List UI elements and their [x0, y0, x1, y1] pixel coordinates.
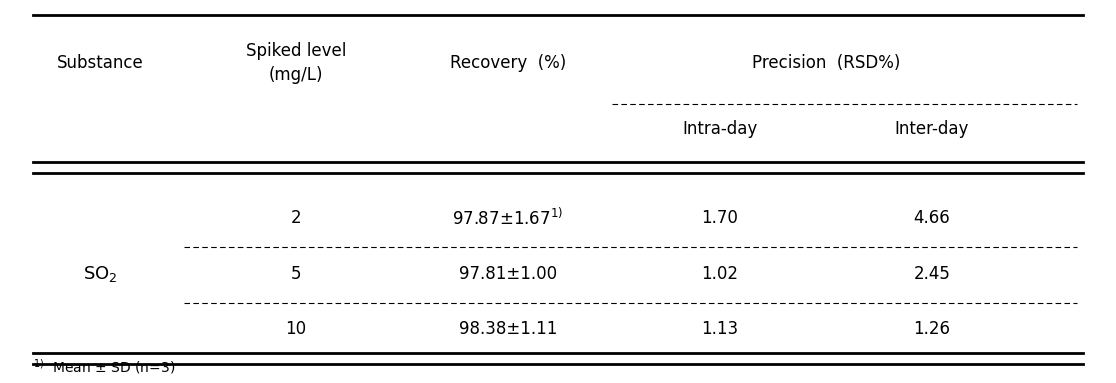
- Text: 97.81±1.00: 97.81±1.00: [459, 265, 557, 283]
- Text: Substance: Substance: [57, 54, 144, 72]
- Text: 2: 2: [290, 210, 301, 227]
- Text: 2.45: 2.45: [913, 265, 951, 283]
- Text: $^{1)}$  Mean ± SD (n=3): $^{1)}$ Mean ± SD (n=3): [33, 357, 176, 376]
- Text: 1.02: 1.02: [701, 265, 739, 283]
- Text: Intra-day: Intra-day: [682, 120, 758, 138]
- Text: SO$_2$: SO$_2$: [84, 264, 117, 284]
- Text: 97.87±1.67$^{1)}$: 97.87±1.67$^{1)}$: [452, 208, 564, 229]
- Text: 10: 10: [286, 321, 306, 338]
- Text: 4.66: 4.66: [914, 210, 950, 227]
- Text: 5: 5: [290, 265, 301, 283]
- Text: 1.70: 1.70: [701, 210, 739, 227]
- Text: 1.13: 1.13: [701, 321, 739, 338]
- Text: 98.38±1.11: 98.38±1.11: [459, 321, 557, 338]
- Text: Recovery  (%): Recovery (%): [450, 54, 566, 72]
- Text: Spiked level
(mg/L): Spiked level (mg/L): [246, 43, 346, 84]
- Text: 1.26: 1.26: [913, 321, 951, 338]
- Text: Precision  (RSD%): Precision (RSD%): [752, 54, 899, 72]
- Text: Inter-day: Inter-day: [895, 120, 969, 138]
